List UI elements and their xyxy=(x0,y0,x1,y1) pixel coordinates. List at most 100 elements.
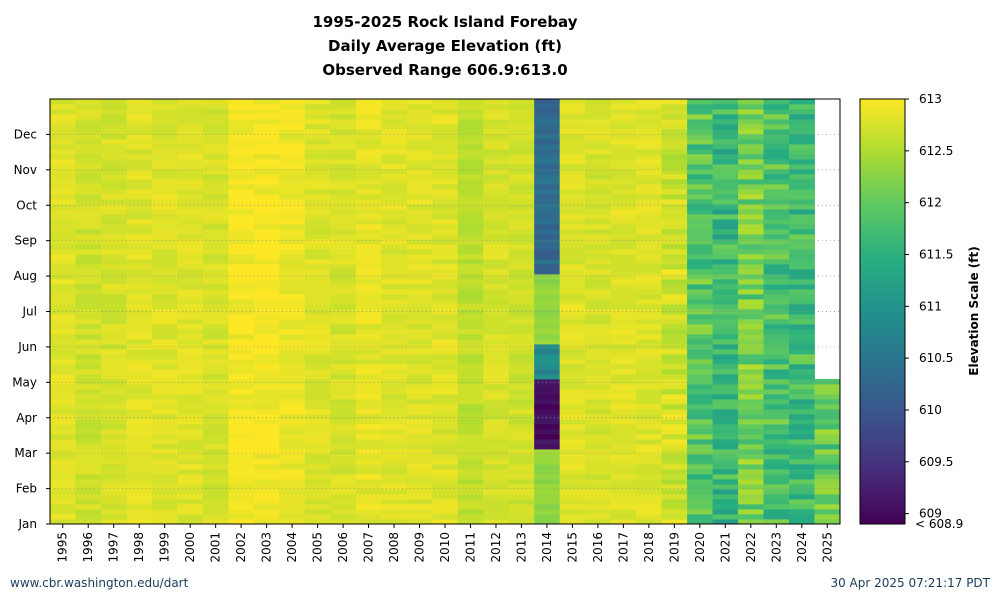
heatmap-cell xyxy=(228,364,255,370)
heatmap-cell xyxy=(534,464,561,470)
heatmap-cell xyxy=(432,374,459,380)
heatmap-cell xyxy=(304,259,331,265)
heatmap-cell xyxy=(330,509,357,515)
heatmap-cell xyxy=(253,119,280,125)
heatmap-cell xyxy=(789,454,815,460)
heatmap-cell xyxy=(75,199,102,205)
heatmap-cell xyxy=(712,499,739,505)
heatmap-cell xyxy=(406,509,433,515)
heatmap-cell xyxy=(483,164,510,170)
heatmap-cell xyxy=(151,429,178,435)
heatmap-cell xyxy=(559,304,586,310)
heatmap-cell xyxy=(738,394,764,400)
heatmap-cell xyxy=(381,429,408,435)
heatmap-cell xyxy=(483,404,510,410)
heatmap-cell xyxy=(814,389,841,395)
heatmap-cell xyxy=(687,514,713,520)
heatmap-cell xyxy=(610,469,637,475)
heatmap-cell xyxy=(50,379,76,385)
heatmap-cell xyxy=(304,264,331,270)
heatmap-cell xyxy=(763,434,790,440)
heatmap-cell xyxy=(534,289,561,295)
heatmap-cell xyxy=(381,354,408,360)
heatmap-cell xyxy=(177,184,204,190)
heatmap-cell xyxy=(330,329,357,335)
heatmap-cell xyxy=(177,259,204,265)
heatmap-cell xyxy=(559,414,586,420)
heatmap-cell xyxy=(126,254,153,260)
heatmap-cell xyxy=(177,174,204,180)
heatmap-cell xyxy=(585,404,612,410)
heatmap-cell xyxy=(126,404,153,410)
heatmap-cell xyxy=(279,169,306,175)
heatmap-cell xyxy=(610,364,637,370)
source-url[interactable]: www.cbr.washington.edu/dart xyxy=(10,576,189,590)
heatmap-cell xyxy=(585,414,612,420)
heatmap-cell xyxy=(457,139,484,145)
heatmap-cell xyxy=(202,304,229,310)
heatmap-cell xyxy=(661,454,688,460)
heatmap-cell xyxy=(585,319,612,325)
heatmap-cell xyxy=(661,479,688,485)
heatmap-cell xyxy=(483,424,510,430)
heatmap-cell xyxy=(687,214,713,220)
heatmap-cell xyxy=(661,244,688,250)
heatmap-cell xyxy=(355,224,382,230)
heatmap-cell xyxy=(304,279,331,285)
heatmap-cell xyxy=(534,389,561,395)
heatmap-cell xyxy=(126,104,153,110)
heatmap-cell xyxy=(100,354,127,360)
heatmap-cell xyxy=(279,469,306,475)
heatmap-cell xyxy=(330,249,357,255)
heatmap-cell xyxy=(738,399,764,405)
heatmap-cell xyxy=(457,229,484,235)
heatmap-cell xyxy=(534,284,561,290)
heatmap-cell xyxy=(279,339,306,345)
heatmap-cell xyxy=(177,439,204,445)
heatmap-cell xyxy=(151,489,178,495)
heatmap-cell xyxy=(763,289,790,295)
heatmap-cell xyxy=(177,324,204,330)
heatmap-cell xyxy=(75,504,102,510)
heatmap-cell xyxy=(789,159,815,165)
heatmap-cell xyxy=(585,159,612,165)
heatmap-cell xyxy=(687,449,713,455)
heatmap-cell xyxy=(75,109,102,115)
heatmap-cell xyxy=(763,304,790,310)
heatmap-cell xyxy=(279,284,306,290)
heatmap-cell xyxy=(508,334,535,340)
heatmap-cell xyxy=(381,229,408,235)
heatmap-cell xyxy=(75,494,102,500)
heatmap-cell xyxy=(661,509,688,515)
heatmap-cell xyxy=(381,264,408,270)
heatmap-cell xyxy=(483,119,510,125)
heatmap-cell xyxy=(483,129,510,135)
heatmap-cell xyxy=(126,399,153,405)
heatmap-cell xyxy=(559,129,586,135)
heatmap-cell xyxy=(559,134,586,140)
heatmap-cell xyxy=(789,414,815,420)
heatmap-cell xyxy=(610,514,637,520)
heatmap-cell xyxy=(585,169,612,175)
heatmap-cell xyxy=(126,204,153,210)
heatmap-cell xyxy=(559,309,586,315)
heatmap-cell xyxy=(763,384,790,390)
heatmap-cell xyxy=(534,309,561,315)
heatmap-cell xyxy=(304,304,331,310)
heatmap-cell xyxy=(534,279,561,285)
heatmap-cell xyxy=(789,334,815,340)
heatmap-cell xyxy=(687,429,713,435)
heatmap-cell xyxy=(432,419,459,425)
heatmap-cell xyxy=(381,99,408,105)
heatmap-column-2024 xyxy=(789,99,815,525)
heatmap-cell xyxy=(763,229,790,235)
heatmap-cell xyxy=(151,384,178,390)
heatmap-cell xyxy=(253,249,280,255)
heatmap-cell xyxy=(151,339,178,345)
heatmap-cell xyxy=(432,324,459,330)
heatmap-cell xyxy=(508,154,535,160)
heatmap-cell xyxy=(738,449,764,455)
heatmap-column-2010 xyxy=(432,99,459,525)
heatmap-cell xyxy=(406,434,433,440)
heatmap-cell xyxy=(177,519,204,525)
